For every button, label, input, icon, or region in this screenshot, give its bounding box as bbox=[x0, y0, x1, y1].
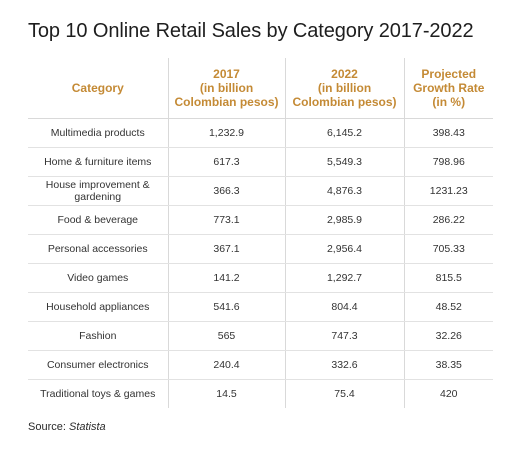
value-2017-cell: 773.1 bbox=[167, 205, 285, 235]
growth-rate-cell: 815.5 bbox=[403, 263, 493, 293]
growth-rate-cell: 38.35 bbox=[403, 350, 493, 380]
value-2022-cell: 747.3 bbox=[284, 321, 404, 351]
table-row: Traditional toys & games 14.5 75.4 420 bbox=[28, 379, 493, 408]
value-2017-cell: 141.2 bbox=[167, 263, 285, 293]
growth-rate-cell: 398.43 bbox=[403, 118, 493, 148]
growth-rate-cell: 705.33 bbox=[403, 234, 493, 264]
value-2022-cell: 5,549.3 bbox=[284, 147, 404, 177]
table-row: Household appliances 541.6 804.4 48.52 bbox=[28, 292, 493, 322]
value-2017-cell: 1,232.9 bbox=[167, 118, 285, 148]
category-cell: Personal accessories bbox=[28, 234, 168, 264]
table-header-row: Category 2017 (in billion Colombian pesos… bbox=[28, 58, 493, 119]
category-cell: Fashion bbox=[28, 321, 168, 351]
value-2017-cell: 14.5 bbox=[167, 379, 285, 408]
table-row: Multimedia products 1,232.9 6,145.2 398.43 bbox=[28, 118, 493, 148]
category-cell: Multimedia products bbox=[28, 118, 168, 148]
value-2017-cell: 565 bbox=[167, 321, 285, 351]
category-cell: Food & beverage bbox=[28, 205, 168, 235]
category-cell: Traditional toys & games bbox=[40, 388, 156, 400]
value-2022-cell: 1,292.7 bbox=[284, 263, 404, 293]
value-2022-cell: 6,145.2 bbox=[284, 118, 404, 148]
value-2017-cell: 541.6 bbox=[167, 292, 285, 322]
table-row: House improvement & gardening 366.3 4,876.… bbox=[28, 176, 493, 206]
growth-rate-cell: 48.52 bbox=[403, 292, 493, 322]
value-2022-cell: 804.4 bbox=[284, 292, 404, 322]
value-2022-cell: 2,985.9 bbox=[284, 205, 404, 235]
header-category: Category bbox=[28, 58, 168, 119]
value-2022-cell: 2,956.4 bbox=[284, 234, 404, 264]
table-row: Fashion 565 747.3 32.26 bbox=[28, 321, 493, 351]
header-2022: 2022 (in billion Colombian pesos) bbox=[284, 58, 404, 119]
value-2017-cell: 367.1 bbox=[167, 234, 285, 264]
table-row: Home & furniture items 617.3 5,549.3 798.96 bbox=[28, 147, 493, 177]
growth-rate-cell: 420 bbox=[403, 379, 493, 408]
table-row: Video games 141.2 1,292.7 815.5 bbox=[28, 263, 493, 293]
header-growth-rate: Projected Growth Rate (in %) bbox=[403, 58, 493, 119]
growth-rate-cell: 286.22 bbox=[403, 205, 493, 235]
source-label: Source: bbox=[28, 421, 66, 433]
table-row: Food & beverage 773.1 2,985.9 286.22 bbox=[28, 205, 493, 235]
source-name: Statista bbox=[68, 421, 106, 433]
table-row: Consumer electronics 240.4 332.6 38.35 bbox=[28, 350, 493, 380]
category-cell: Home & furniture items bbox=[28, 147, 168, 177]
value-2017-cell: 366.3 bbox=[167, 176, 285, 206]
page-title: Top 10 Online Retail Sales by Category 2… bbox=[28, 20, 474, 42]
value-2017-cell: 240.4 bbox=[167, 350, 285, 380]
value-2022-cell: 4,876.3 bbox=[284, 176, 404, 206]
category-cell: House improvement & gardening bbox=[28, 176, 168, 206]
category-cell: Consumer electronics bbox=[28, 350, 168, 380]
growth-rate-cell: 32.26 bbox=[403, 321, 493, 351]
growth-rate-cell: 798.96 bbox=[403, 147, 493, 177]
value-2022-cell: 332.6 bbox=[284, 350, 404, 380]
sales-table: Category 2017 (in billion Colombian pesos… bbox=[28, 58, 493, 408]
value-2022-cell: 75.4 bbox=[284, 379, 404, 408]
growth-rate-cell: 1231.23 bbox=[403, 176, 493, 206]
source-note: Source: Statista bbox=[28, 421, 106, 433]
header-2017: 2017 (in billion Colombian pesos) bbox=[167, 58, 285, 119]
value-2017-cell: 617.3 bbox=[167, 147, 285, 177]
category-cell: Household appliances bbox=[28, 292, 168, 322]
table-body: Multimedia products 1,232.9 6,145.2 398.43 H… bbox=[28, 118, 493, 408]
table-row: Personal accessories 367.1 2,956.4 705.33 bbox=[28, 234, 493, 264]
category-cell: Video games bbox=[28, 263, 168, 293]
